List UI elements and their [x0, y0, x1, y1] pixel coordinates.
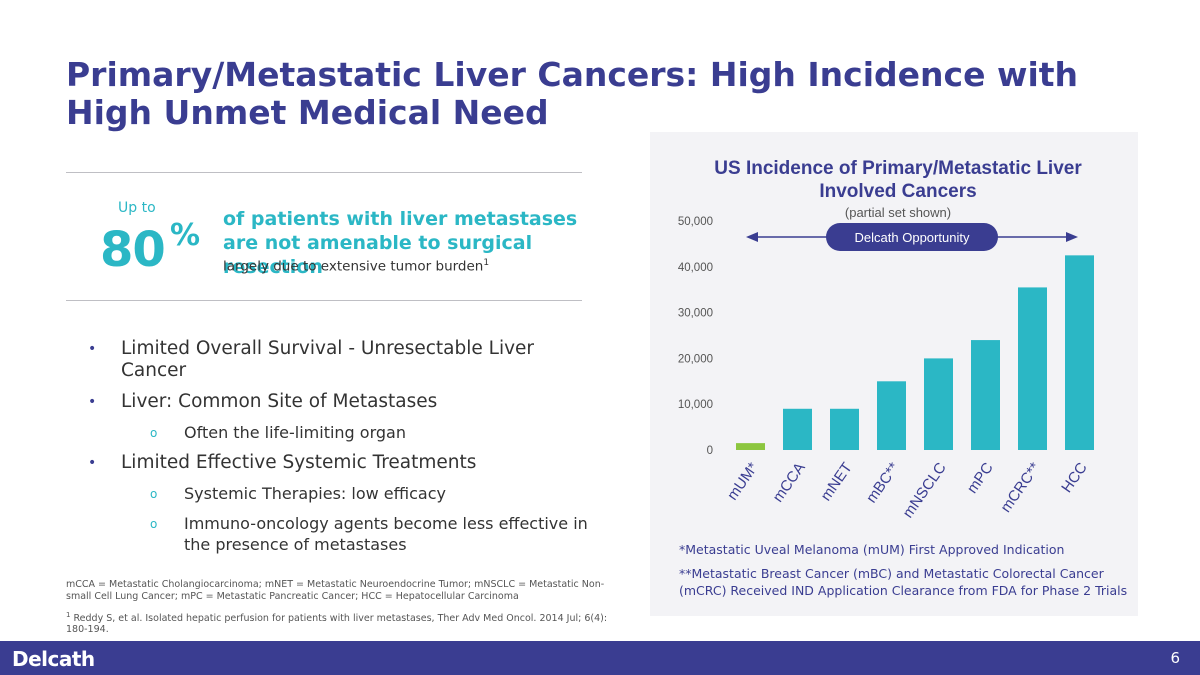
x-tick-label: mCCA [770, 460, 809, 506]
abbreviations-footnote: mCCA = Metastatic Cholangiocarcinoma; mN… [66, 579, 605, 602]
sub-bullet-item: Systemic Therapies: low efficacy [88, 483, 598, 505]
y-tick-label: 40,000 [678, 262, 713, 274]
bars-group [736, 255, 1094, 450]
bullet-item: Liver: Common Site of Metastases [88, 391, 598, 413]
bar-mnet [830, 408, 859, 450]
chart-title-line-2: Involved Cancers [819, 181, 976, 202]
x-tick-label: HCC [1058, 459, 1091, 496]
x-axis-labels: mUM* mCCA mNET mBC**mNSCLC mPC mCRC** HCC [724, 459, 1091, 521]
footer-bar: Delcath 6 [0, 641, 1200, 675]
y-axis-ticks: 0 10,000 20,000 30,000 40,000 50,000 [678, 216, 713, 457]
sub-bullet-item: Immuno-oncology agents become less effec… [88, 513, 598, 555]
chart-note-2: **Metastatic Breast Cancer (mBC) and Met… [679, 566, 1128, 598]
reference-marker: 1 [66, 611, 71, 619]
slide-title: Primary/Metastatic Liver Cancers: High I… [66, 55, 1079, 132]
bar-mnsclc [924, 358, 953, 450]
reference-footnote: 1 Reddy S, et al. Isolated hepatic perfu… [66, 611, 626, 635]
stat-value: 80 [100, 222, 166, 278]
x-tick-label: mNSCLC [900, 459, 950, 521]
bar-hcc [1065, 255, 1094, 450]
stat-footnote-ref: 1 [483, 258, 490, 268]
page-number: 6 [1170, 649, 1180, 667]
top-divider [66, 172, 582, 173]
stat-unit: % [170, 218, 201, 253]
sub-bullet-item: Often the life-limiting organ [88, 422, 598, 444]
annotation-label: Delcath Opportunity [855, 230, 970, 245]
annotation-arrow-left [746, 232, 758, 242]
chart-title-line-1: US Incidence of Primary/Metastatic Liver [714, 158, 1082, 179]
chart-subtitle: (partial set shown) [845, 205, 951, 220]
logo-text: Delcath [12, 647, 95, 671]
annotation-arrow-right [1066, 232, 1078, 242]
bar-mcca [783, 408, 812, 450]
chart-panel [650, 132, 1138, 616]
y-tick-label: 10,000 [678, 399, 713, 411]
stat-prefix: Up to [118, 200, 156, 216]
x-tick-label: mNET [817, 460, 855, 505]
delcath-opportunity-annotation: Delcath Opportunity [746, 223, 1078, 251]
delcath-logo: Delcath [12, 647, 95, 671]
y-tick-label: 30,000 [678, 308, 713, 320]
chart-note-1: *Metastatic Uveal Melanoma (mUM) First A… [679, 542, 1065, 557]
reference-text: Reddy S, et al. Isolated hepatic perfusi… [66, 613, 608, 636]
bullet-item: Limited Effective Systemic Treatments [88, 452, 598, 474]
x-tick-label: mCRC** [997, 459, 1044, 515]
x-tick-label: mBC** [863, 459, 903, 506]
bar-mcrc [1018, 287, 1047, 450]
stat-subtext: largely due to extensive tumor burden1 [223, 258, 489, 275]
bullet-item: Limited Overall Survival - Unresectable … [88, 338, 598, 382]
stat-subtext-text: largely due to extensive tumor burden [223, 258, 484, 275]
y-tick-label: 20,000 [678, 353, 713, 365]
bar-mum [736, 443, 765, 450]
x-tick-label: mUM* [724, 459, 762, 503]
x-tick-label: mPC [964, 459, 997, 496]
bullet-list: Limited Overall Survival - Unresectable … [88, 338, 598, 564]
bottom-divider [66, 300, 582, 301]
stat-headline: of patients with liver metastases are no… [223, 208, 578, 278]
y-tick-label: 50,000 [678, 216, 713, 228]
annotation-pill [826, 223, 998, 251]
bar-mbc [877, 381, 906, 450]
y-tick-label: 0 [707, 445, 713, 457]
bar-mpc [971, 340, 1000, 450]
